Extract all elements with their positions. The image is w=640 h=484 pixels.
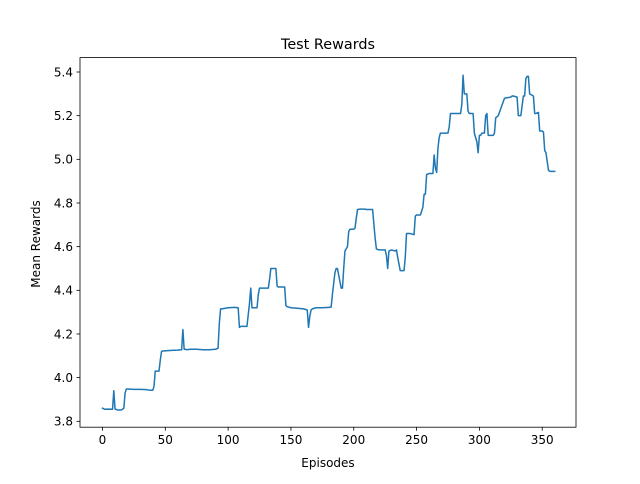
y-tick-label: 3.8 — [54, 415, 73, 429]
y-tick-label: 4.2 — [54, 327, 73, 341]
plot-area-frame — [79, 57, 577, 428]
x-tick-label: 200 — [342, 433, 365, 447]
y-tick-label: 4.0 — [54, 371, 73, 385]
y-tick-label: 4.8 — [54, 196, 73, 210]
x-tick-label: 50 — [158, 433, 173, 447]
y-tick-label: 4.4 — [54, 284, 73, 298]
y-tick-label: 5.2 — [54, 109, 73, 123]
y-tick-label: 5.4 — [54, 65, 73, 79]
y-tick-label: 5.0 — [54, 153, 73, 167]
x-tick-label: 100 — [217, 433, 240, 447]
y-tick-label: 4.6 — [54, 240, 73, 254]
x-tick-label: 0 — [99, 433, 107, 447]
y-axis-label: Mean Rewards — [29, 200, 43, 287]
series-line-0 — [101, 74, 556, 411]
x-tick-label: 350 — [531, 433, 554, 447]
chart-title: Test Rewards — [280, 37, 375, 53]
x-tick-label: 150 — [279, 433, 302, 447]
x-axis-label: Episodes — [301, 456, 354, 470]
x-tick-label: 300 — [468, 433, 491, 447]
series-layer — [101, 74, 556, 411]
x-tick-label: 250 — [405, 433, 428, 447]
y-axis-ticks: 3.8 4.0 4.2 4.4 4.6 4.8 5.0 5.2 5.4 — [54, 65, 80, 429]
x-axis-ticks: 0 50 100 150 200 250 300 350 — [99, 427, 554, 447]
